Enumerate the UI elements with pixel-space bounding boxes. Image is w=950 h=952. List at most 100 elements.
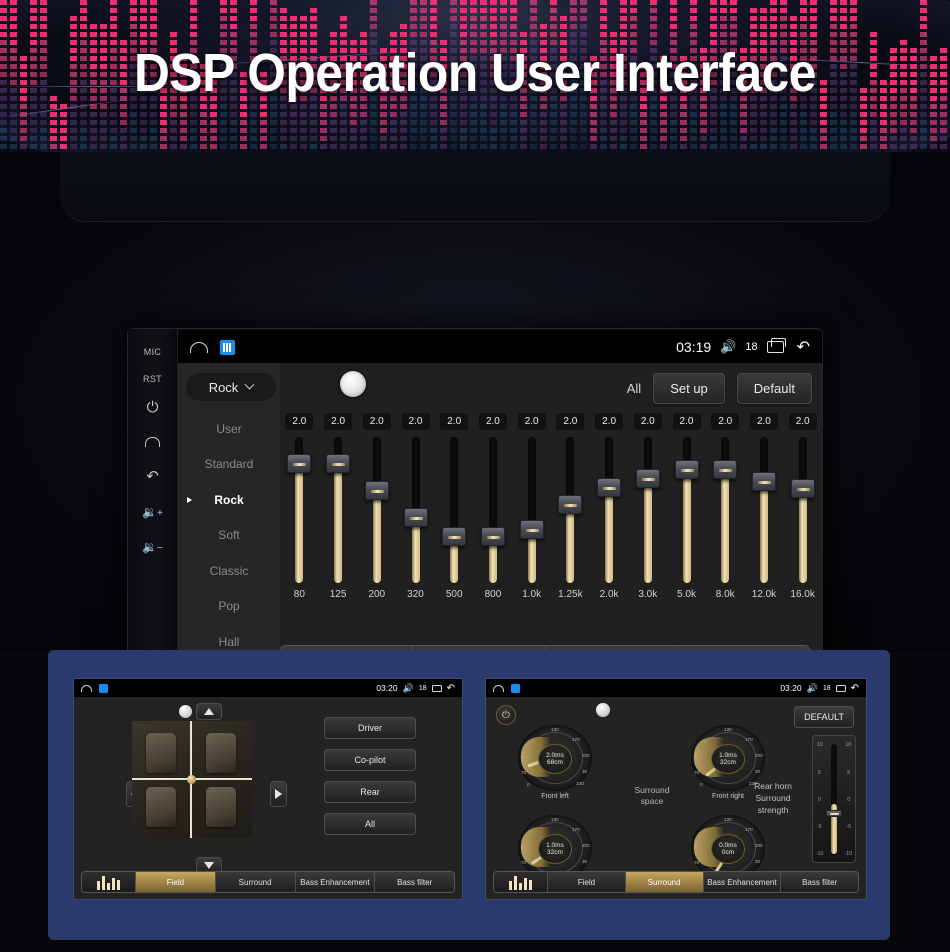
field-button-copilot[interactable]: Co-pilot <box>324 749 416 771</box>
eq-band-thumb[interactable] <box>365 481 389 500</box>
dsp-app-icon[interactable] <box>511 684 520 693</box>
volume-up-icon[interactable]: 🔉+ <box>142 506 163 519</box>
eq-band-thumb[interactable] <box>520 520 544 539</box>
eq-band-thumb[interactable] <box>791 479 815 498</box>
banner-eq-cell <box>770 0 777 5</box>
eq-band-800[interactable]: 2.0 800 <box>477 413 509 430</box>
preset-item-classic[interactable]: Classic <box>178 553 280 589</box>
tab-equalizer[interactable] <box>494 872 548 892</box>
eq-band-2.0k[interactable]: 2.0 2.0k <box>593 413 625 430</box>
eq-band-1.25k[interactable]: 2.0 1.25k <box>554 413 586 430</box>
preset-item-soft[interactable]: Soft <box>178 518 280 554</box>
eq-band-track[interactable] <box>721 437 729 583</box>
dsp-app-icon[interactable] <box>99 684 108 693</box>
eq-band-5.0k[interactable]: 2.0 5.0k <box>671 413 703 430</box>
eq-band-200[interactable]: 2.0 200 <box>361 413 393 430</box>
banner-eq-cell <box>460 128 467 133</box>
field-right-button[interactable] <box>270 781 287 807</box>
tab-equalizer[interactable] <box>82 872 136 892</box>
home-icon[interactable] <box>493 685 504 692</box>
eq-band-track[interactable] <box>760 437 768 583</box>
default-button[interactable]: Default <box>737 373 812 404</box>
eq-band-thumb[interactable] <box>713 460 737 479</box>
knob-dial[interactable]: 10013017020070307023002.0ms68cm <box>518 725 592 791</box>
eq-band-track[interactable] <box>373 437 381 583</box>
preset-dropdown[interactable]: Rock <box>186 373 276 401</box>
eq-band-track[interactable] <box>489 437 497 583</box>
recents-icon[interactable] <box>432 685 442 692</box>
preset-item-user[interactable]: User <box>178 411 280 447</box>
tab-bass-enhancement[interactable]: Bass Enhancement <box>704 872 782 892</box>
eq-band-3.0k[interactable]: 2.0 3.0k <box>632 413 664 430</box>
tab-field[interactable]: Field <box>548 872 626 892</box>
screen-knob[interactable] <box>596 703 610 717</box>
eq-band-thumb[interactable] <box>597 478 621 497</box>
surround-knob-front-left[interactable]: 10013017020070307023002.0ms68cmFront lef… <box>518 725 592 800</box>
home-icon[interactable] <box>145 437 160 447</box>
field-button-all[interactable]: All <box>324 813 416 835</box>
equalizer-bands[interactable]: 2.0 80 2.0 125 2.0 200 2.0 320 2.0 500 2.0 800 2.0 1.… <box>280 413 822 652</box>
eq-band-80[interactable]: 2.0 80 <box>283 413 315 430</box>
screen-knob[interactable] <box>179 705 192 718</box>
eq-band-thumb[interactable] <box>481 527 505 546</box>
eq-band-thumb[interactable] <box>558 495 582 514</box>
eq-band-track[interactable] <box>683 437 691 583</box>
banner-eq-cell <box>930 112 937 117</box>
home-icon[interactable] <box>81 685 92 692</box>
car-seat-diagram[interactable] <box>132 721 252 838</box>
dsp-app-icon[interactable] <box>220 340 235 355</box>
eq-band-thumb[interactable] <box>675 460 699 479</box>
eq-band-12.0k[interactable]: 2.0 12.0k <box>748 413 780 430</box>
back-icon[interactable]: ↶ <box>851 683 859 694</box>
eq-band-frequency: 5.0k <box>671 589 703 600</box>
eq-band-thumb[interactable] <box>404 508 428 527</box>
eq-band-track[interactable] <box>450 437 458 583</box>
eq-band-track[interactable] <box>799 437 807 583</box>
volume-down-icon[interactable]: 🔉− <box>142 541 163 554</box>
eq-band-8.0k[interactable]: 2.0 8.0k <box>709 413 741 430</box>
back-icon[interactable]: ↶ <box>447 683 455 694</box>
back-icon[interactable]: ↶ <box>797 337 810 357</box>
eq-band-thumb[interactable] <box>326 454 350 473</box>
eq-band-thumb[interactable] <box>636 469 660 488</box>
back-icon[interactable]: ↶ <box>146 469 159 484</box>
recents-icon[interactable] <box>767 341 784 353</box>
setup-button[interactable]: Set up <box>653 373 725 404</box>
eq-band-320[interactable]: 2.0 320 <box>400 413 432 430</box>
eq-band-125[interactable]: 2.0 125 <box>322 413 354 430</box>
recents-icon[interactable] <box>836 685 846 692</box>
field-button-driver[interactable]: Driver <box>324 717 416 739</box>
power-icon[interactable]: ⏻ <box>147 400 159 415</box>
preset-item-rock[interactable]: Rock <box>178 482 280 518</box>
tab-bass-filter[interactable]: Bass filter <box>375 872 454 892</box>
eq-band-track[interactable] <box>644 437 652 583</box>
eq-band-500[interactable]: 2.0 500 <box>438 413 470 430</box>
tab-bass-filter[interactable]: Bass filter <box>781 872 858 892</box>
eq-band-16.0k[interactable]: 2.0 16.0k <box>787 413 819 430</box>
rear-horn-strength-slider[interactable]: 10 10 5 5 0 0 -5 -5 -10 -10 <box>812 735 856 863</box>
surround-tab-bar[interactable]: Field Surround Bass Enhancement Bass filter <box>493 871 859 893</box>
eq-band-thumb[interactable] <box>442 527 466 546</box>
tab-surround[interactable]: Surround <box>216 872 296 892</box>
eq-band-thumb[interactable] <box>287 454 311 473</box>
preset-item-hall[interactable]: Hall <box>178 624 280 652</box>
preset-item-pop[interactable]: Pop <box>178 589 280 625</box>
power-icon[interactable]: ⏻ <box>496 705 516 725</box>
field-tab-bar[interactable]: Field Surround Bass Enhancement Bass filter <box>81 871 455 893</box>
preset-item-standard[interactable]: Standard <box>178 447 280 483</box>
eq-band-track[interactable] <box>528 437 536 583</box>
eq-band-track[interactable] <box>605 437 613 583</box>
eq-band-1.0k[interactable]: 2.0 1.0k <box>516 413 548 430</box>
banner-eq-cell <box>270 144 277 149</box>
preset-list[interactable]: UserStandardRockSoftClassicPopHallJazz <box>178 411 280 652</box>
tab-surround[interactable]: Surround <box>626 872 704 892</box>
screen-knob[interactable] <box>340 371 366 397</box>
tab-bass-enhancement[interactable]: Bass Enhancement <box>296 872 376 892</box>
field-button-rear[interactable]: Rear <box>324 781 416 803</box>
field-up-button[interactable] <box>196 703 222 720</box>
tab-field[interactable]: Field <box>136 872 216 892</box>
banner-eq-cell <box>10 144 17 149</box>
surround-default-button[interactable]: DEFAULT <box>794 706 854 728</box>
home-icon[interactable] <box>190 342 208 353</box>
eq-band-thumb[interactable] <box>752 472 776 491</box>
